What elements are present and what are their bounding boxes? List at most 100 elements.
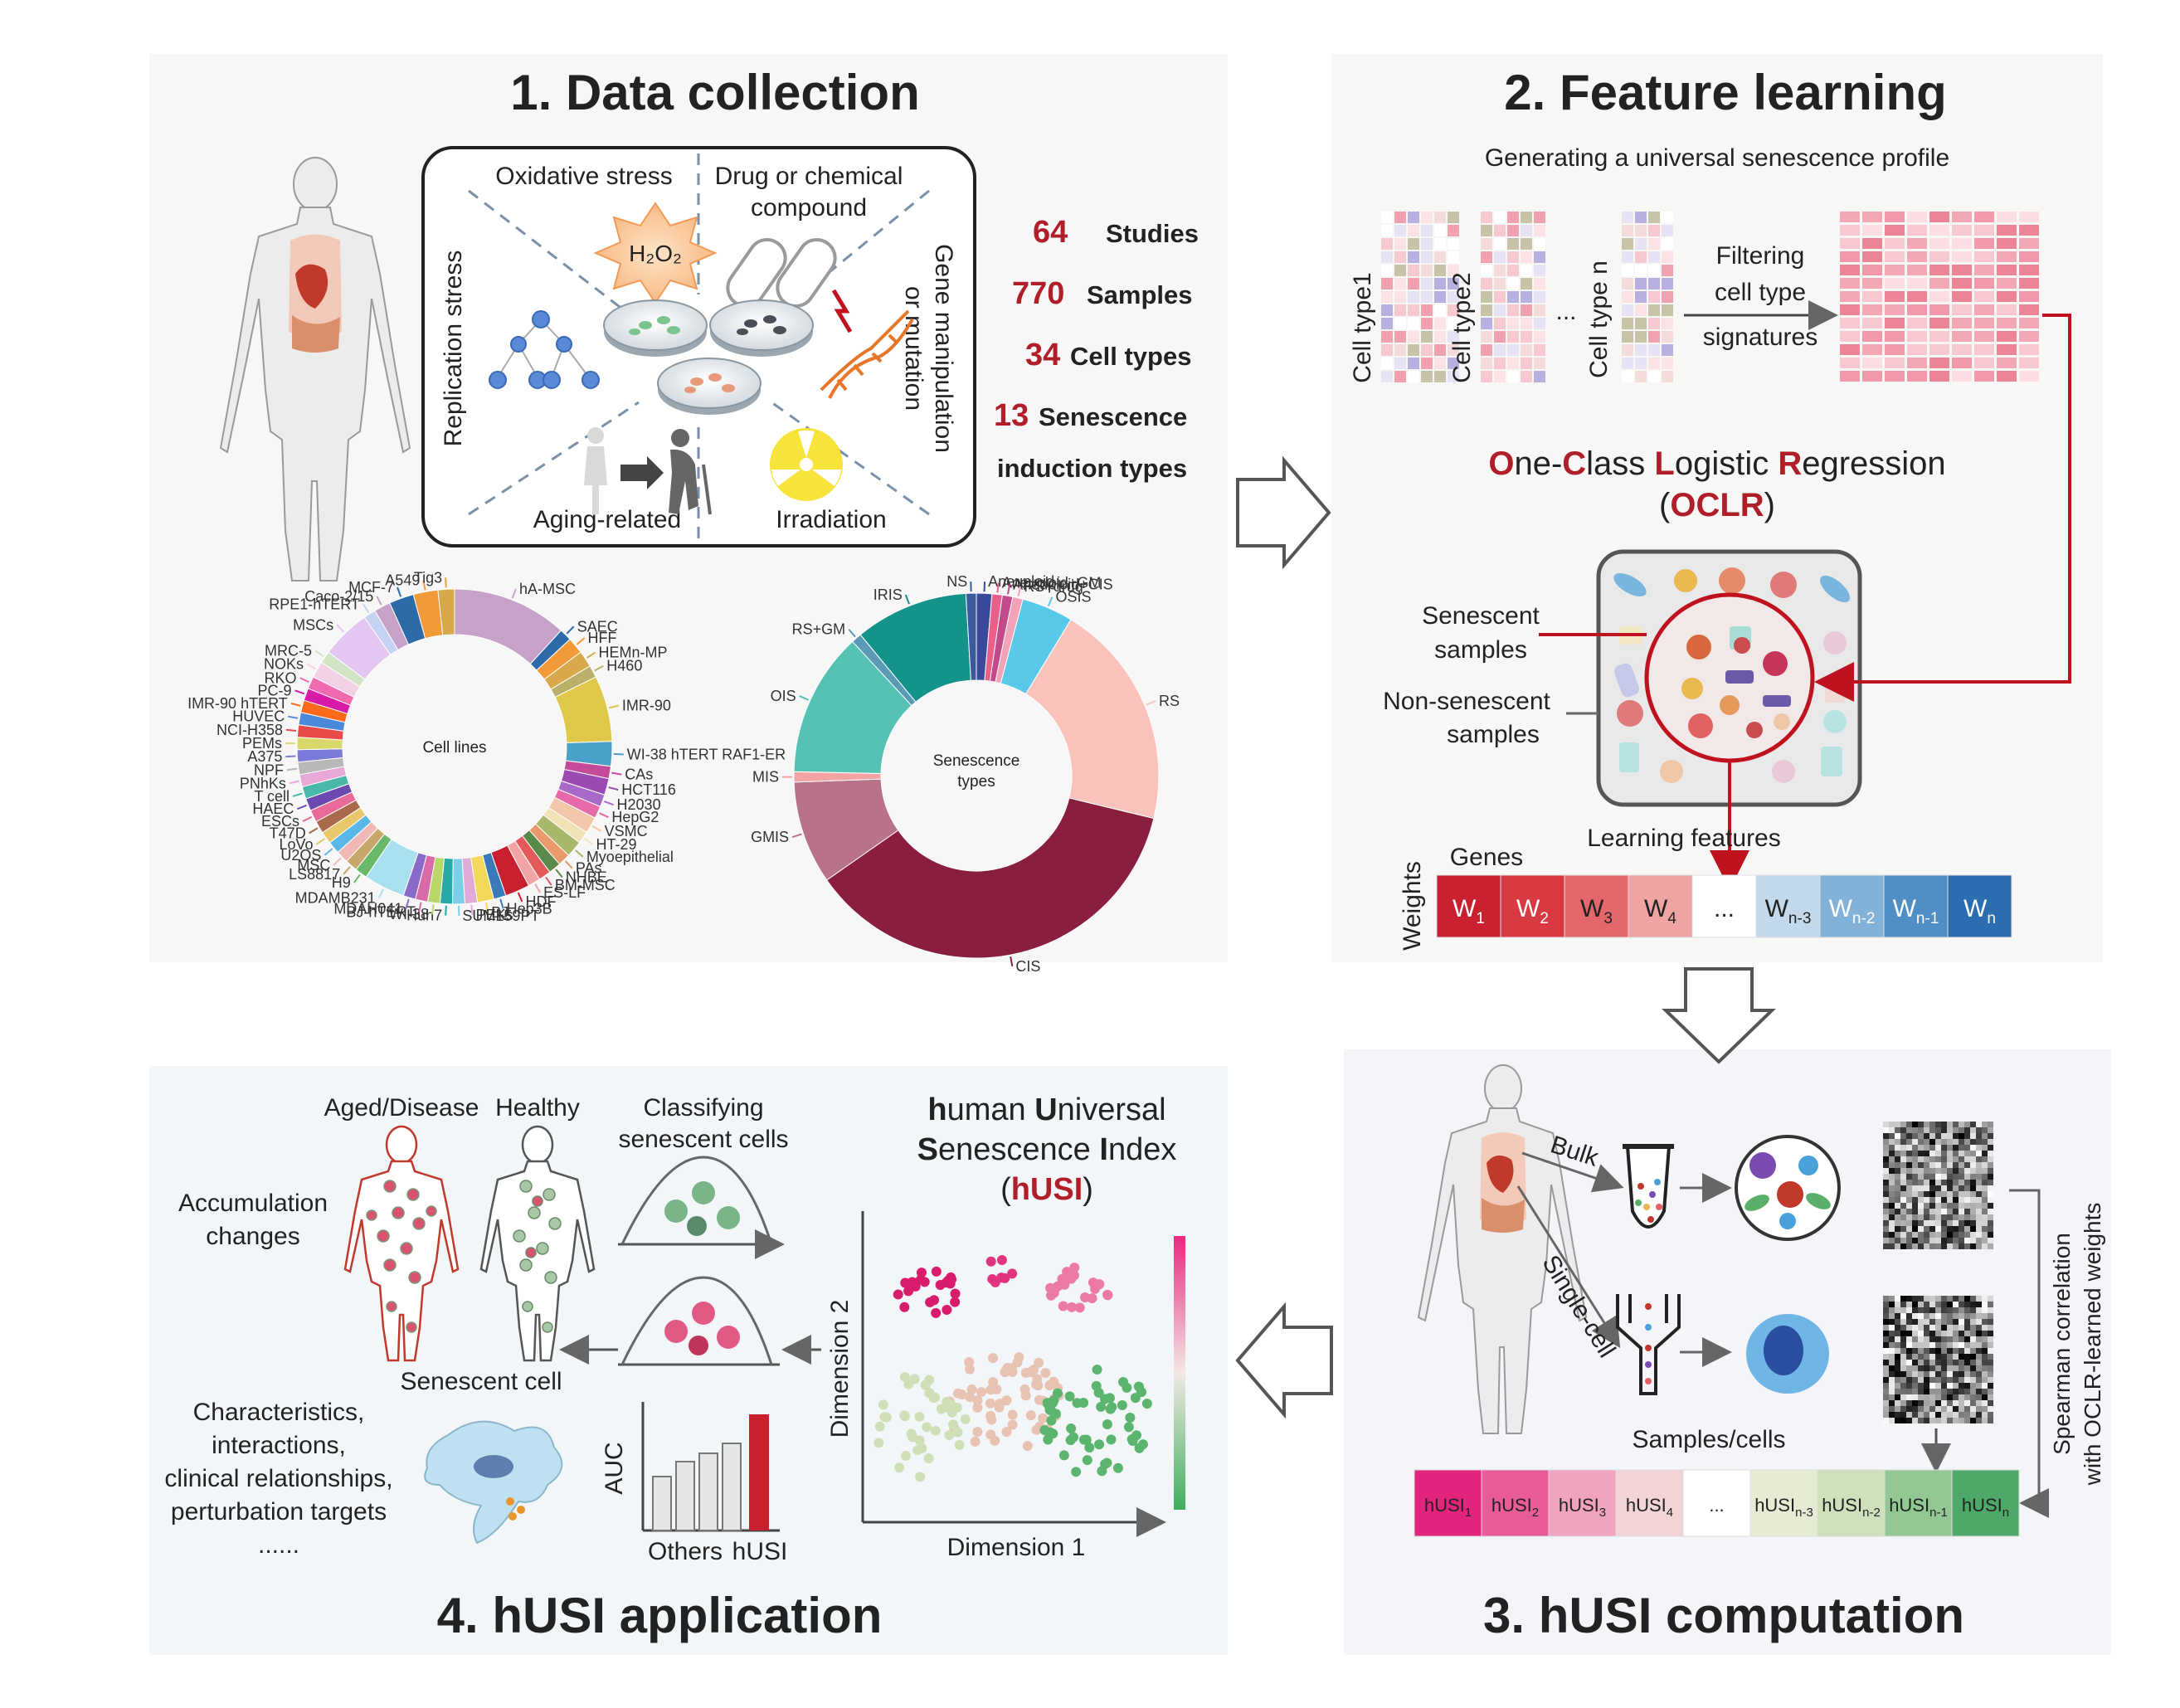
donut-cell-label: PAs bbox=[576, 860, 602, 877]
expr-sc-cell bbox=[1988, 1406, 1993, 1412]
scatter-point bbox=[899, 1411, 910, 1422]
heatmap-ctn-cell bbox=[1622, 225, 1633, 236]
heatmap-filtered-cell bbox=[1862, 358, 1882, 368]
heatmap-filtered-cell bbox=[1907, 225, 1927, 236]
scatter-point bbox=[1131, 1430, 1142, 1441]
expr-bulk-cell bbox=[1976, 1127, 1982, 1133]
h2o2-label: H₂O₂ bbox=[629, 241, 682, 266]
expr-bulk-cell bbox=[1895, 1139, 1900, 1145]
characteristics-line4: perturbation targets bbox=[171, 1498, 387, 1526]
expr-sc-cell bbox=[1970, 1296, 1976, 1302]
donut-cell-leader bbox=[422, 580, 426, 591]
expr-sc-cell bbox=[1900, 1377, 1906, 1383]
heatmap-filtered-cell bbox=[1952, 304, 1972, 315]
heatmap-filtered-cell bbox=[1885, 371, 1905, 382]
heatmap-ct1-cell bbox=[1408, 265, 1419, 276]
heatmap-filtered-cell bbox=[1974, 251, 1994, 262]
expr-bulk-cell bbox=[1924, 1122, 1929, 1127]
expr-bulk-cell bbox=[1970, 1180, 1976, 1185]
donut-cell-leader bbox=[484, 903, 489, 913]
scatter-point bbox=[1074, 1302, 1085, 1313]
scatter-point bbox=[1029, 1365, 1039, 1375]
expr-sc-cell bbox=[1900, 1360, 1906, 1365]
expr-sc-cell bbox=[1900, 1342, 1906, 1348]
heatmap-ct2-cell bbox=[1521, 304, 1532, 316]
scatter-point bbox=[899, 1302, 910, 1312]
heatmap-ctn-cell bbox=[1622, 344, 1633, 356]
heatmap-ct1-cell bbox=[1421, 344, 1433, 356]
donut-cell-lines-center-label: Cell lines bbox=[422, 739, 486, 757]
expr-bulk-cell bbox=[1929, 1214, 1935, 1220]
expr-bulk-cell bbox=[1929, 1197, 1935, 1203]
donut-sen-leader bbox=[1010, 956, 1014, 967]
expr-sc-cell bbox=[1889, 1406, 1895, 1412]
expr-bulk-cell bbox=[1889, 1151, 1895, 1156]
expr-bulk-cell bbox=[1953, 1133, 1959, 1139]
donut-cell-leader bbox=[285, 755, 296, 758]
expr-sc-cell bbox=[1982, 1307, 1988, 1313]
expr-sc-cell bbox=[1941, 1377, 1947, 1383]
expr-bulk-cell bbox=[1883, 1151, 1889, 1156]
expr-bulk-cell bbox=[1964, 1209, 1970, 1214]
scatter-point bbox=[1082, 1455, 1092, 1466]
heatmap-filtered-cell bbox=[1974, 371, 1994, 382]
donut-cell-label: HFF bbox=[588, 630, 617, 646]
scatter-point bbox=[1058, 1450, 1069, 1461]
heatmap-ct1-cell bbox=[1408, 358, 1419, 369]
expr-bulk-cell bbox=[1982, 1174, 1988, 1180]
donut-cell-label: ES-LF bbox=[543, 884, 586, 901]
expr-sc-cell bbox=[1883, 1377, 1889, 1383]
expr-sc-cell bbox=[1929, 1377, 1935, 1383]
expr-bulk-cell bbox=[1883, 1232, 1889, 1238]
donut-cell-leader bbox=[594, 664, 604, 672]
heatmap-filtered-cell bbox=[1974, 318, 1994, 328]
expr-bulk-cell bbox=[1906, 1127, 1912, 1133]
expr-sc-cell bbox=[1988, 1296, 1993, 1302]
heatmap-ct2-cell bbox=[1507, 318, 1519, 329]
expr-bulk-cell bbox=[1895, 1174, 1900, 1180]
expr-bulk-cell bbox=[1924, 1197, 1929, 1203]
expr-bulk-cell bbox=[1924, 1243, 1929, 1249]
expr-sc-cell bbox=[1964, 1331, 1970, 1336]
expr-sc-cell bbox=[1982, 1406, 1988, 1412]
husi-cell-label: hUSIn bbox=[1962, 1495, 2009, 1520]
heatmap-ct1-cell bbox=[1434, 265, 1446, 276]
expr-sc-cell bbox=[1918, 1400, 1924, 1406]
donut-sen-leader bbox=[791, 833, 802, 839]
expr-sc-cell bbox=[1912, 1354, 1918, 1360]
expr-bulk-cell bbox=[1982, 1185, 1988, 1191]
heatmap-ct2-cell bbox=[1534, 265, 1545, 276]
expr-bulk-cell bbox=[1953, 1162, 1959, 1168]
heatmap-ct1-cell bbox=[1448, 331, 1459, 343]
expr-sc-cell bbox=[1895, 1319, 1900, 1325]
expr-bulk-cell bbox=[1918, 1191, 1924, 1197]
expr-bulk-cell bbox=[1924, 1174, 1929, 1180]
accumulation-label-line1: Accumulation bbox=[178, 1190, 328, 1217]
expr-sc-cell bbox=[1953, 1307, 1959, 1313]
expr-bulk-cell bbox=[1970, 1151, 1976, 1156]
expr-bulk-cell bbox=[1947, 1209, 1953, 1214]
heatmap-filtered-cell bbox=[1840, 238, 1860, 249]
heatmap-ct2-cell bbox=[1521, 225, 1532, 236]
expr-bulk-cell bbox=[1924, 1139, 1929, 1145]
expr-sc-cell bbox=[1976, 1383, 1982, 1389]
heatmap-ctn-cell bbox=[1662, 371, 1673, 382]
heatmap-filtered-cell bbox=[1974, 225, 1994, 236]
expr-bulk-cell bbox=[1953, 1226, 1959, 1232]
heatmap-ct2-cell bbox=[1534, 304, 1545, 316]
expr-bulk-cell bbox=[1895, 1220, 1900, 1226]
heatmap-filtered-cell bbox=[1907, 238, 1927, 249]
expr-bulk-cell bbox=[1883, 1226, 1889, 1232]
expr-sc-cell bbox=[1924, 1325, 1929, 1331]
expr-sc-cell bbox=[1912, 1302, 1918, 1307]
classifying-label-line1: Classifying bbox=[643, 1094, 763, 1122]
expr-sc-cell bbox=[1988, 1319, 1993, 1325]
expr-bulk-cell bbox=[1964, 1162, 1970, 1168]
expr-sc-cell bbox=[1982, 1331, 1988, 1336]
expr-bulk-cell bbox=[1906, 1232, 1912, 1238]
expr-bulk-cell bbox=[1935, 1203, 1941, 1209]
expr-bulk-cell bbox=[1959, 1133, 1964, 1139]
heatmap-ctn-cell bbox=[1648, 344, 1660, 356]
expr-sc-cell bbox=[1941, 1371, 1947, 1377]
heatmap-ct1-cell bbox=[1381, 265, 1393, 276]
